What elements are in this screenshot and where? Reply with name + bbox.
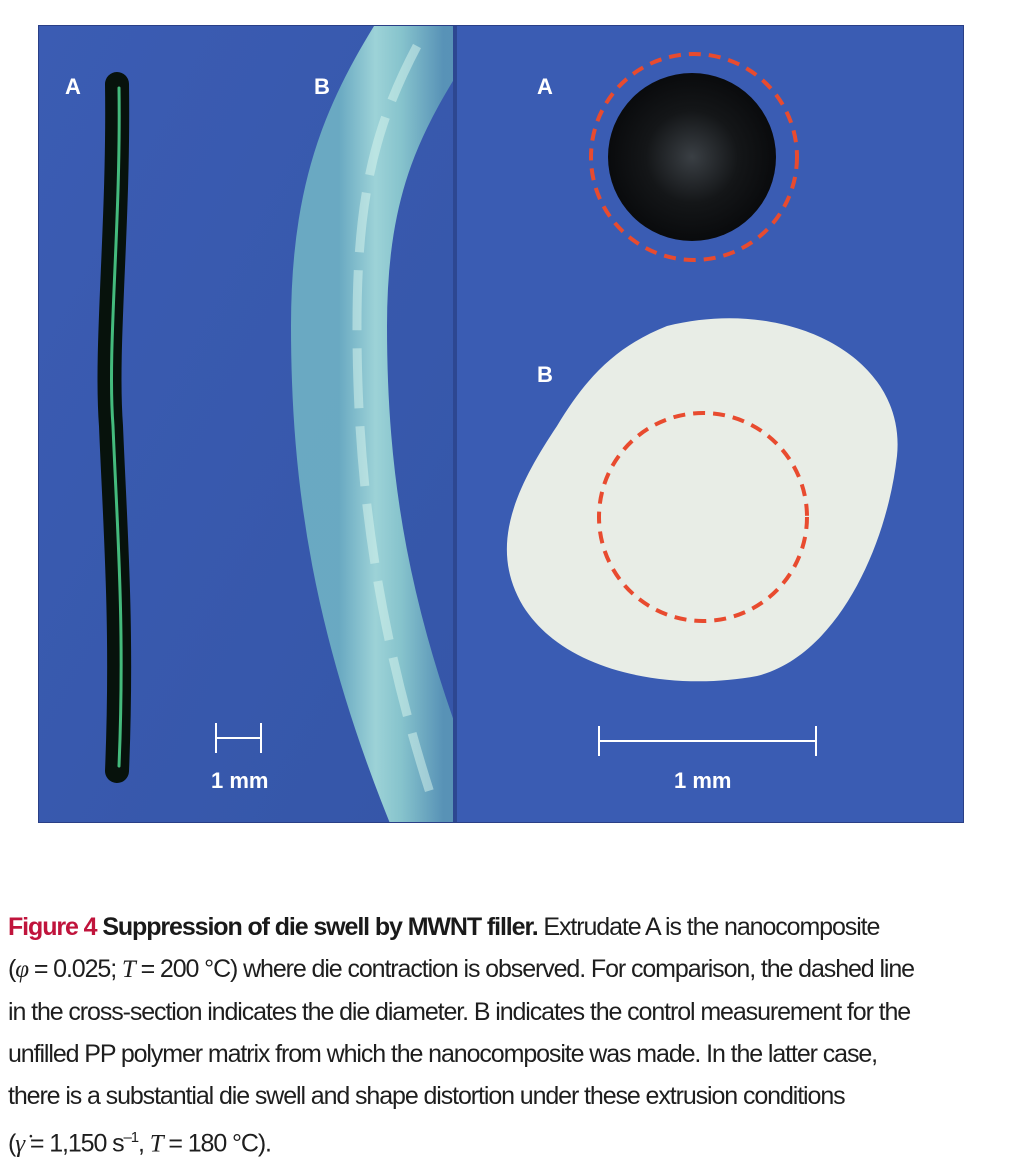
- scale-label-right: 1 mm: [674, 768, 732, 793]
- shear-rate-symbol: γ̇: [15, 1130, 25, 1158]
- scale-bar-right: [598, 726, 817, 756]
- caption-line-5: there is a substantial die swell and sha…: [8, 1082, 846, 1110]
- extrudate-photo: [39, 26, 453, 822]
- strand-a-highlight: [110, 86, 123, 768]
- panel-label-a-left: A: [65, 74, 81, 99]
- panel-label-b-right: B: [537, 362, 553, 387]
- strand-a: [97, 72, 132, 783]
- figure-number: Figure 4: [8, 913, 98, 941]
- figure-title: Suppression of die swell by MWNT filler.: [102, 913, 538, 941]
- strand-b-highlight: [352, 43, 436, 798]
- caption-line-2: (φ = 0.025; T = 200 °C) where die contra…: [8, 955, 915, 983]
- caption-line-3: in the cross-section indicates the die d…: [8, 998, 911, 1026]
- cross-section-panel: A B 1 mm: [457, 26, 963, 822]
- strand-b: [290, 26, 453, 822]
- cross-section-a: [608, 73, 776, 241]
- figure-image: A B 1 mm: [38, 25, 964, 823]
- scale-label-left: 1 mm: [211, 768, 269, 793]
- die-diameter-outline-b: [597, 411, 809, 623]
- panel-label-a-right: A: [537, 74, 553, 99]
- scale-bar-left: [215, 723, 262, 753]
- caption-line-1: Figure 4 Suppression of die swell by MWN…: [8, 906, 1008, 948]
- phi-symbol: φ: [15, 956, 29, 983]
- panel-label-b-left: B: [314, 74, 330, 99]
- caption-line-6: (γ̇ = 1,150 s–1, T = 180 °C).: [8, 1129, 272, 1158]
- panel-divider: [453, 26, 457, 822]
- caption-line-4: unfilled PP polymer matrix from which th…: [8, 1040, 878, 1068]
- cross-section-b: [506, 318, 898, 682]
- caption-text: Extrudate A is the nanocomposite: [543, 913, 880, 941]
- cross-section-photo: [457, 26, 963, 822]
- extrudate-photo-panel: A B 1 mm: [39, 26, 453, 822]
- figure-caption: Figure 4 Suppression of die swell by MWN…: [8, 906, 1008, 1165]
- die-diameter-outline-a: [589, 52, 799, 262]
